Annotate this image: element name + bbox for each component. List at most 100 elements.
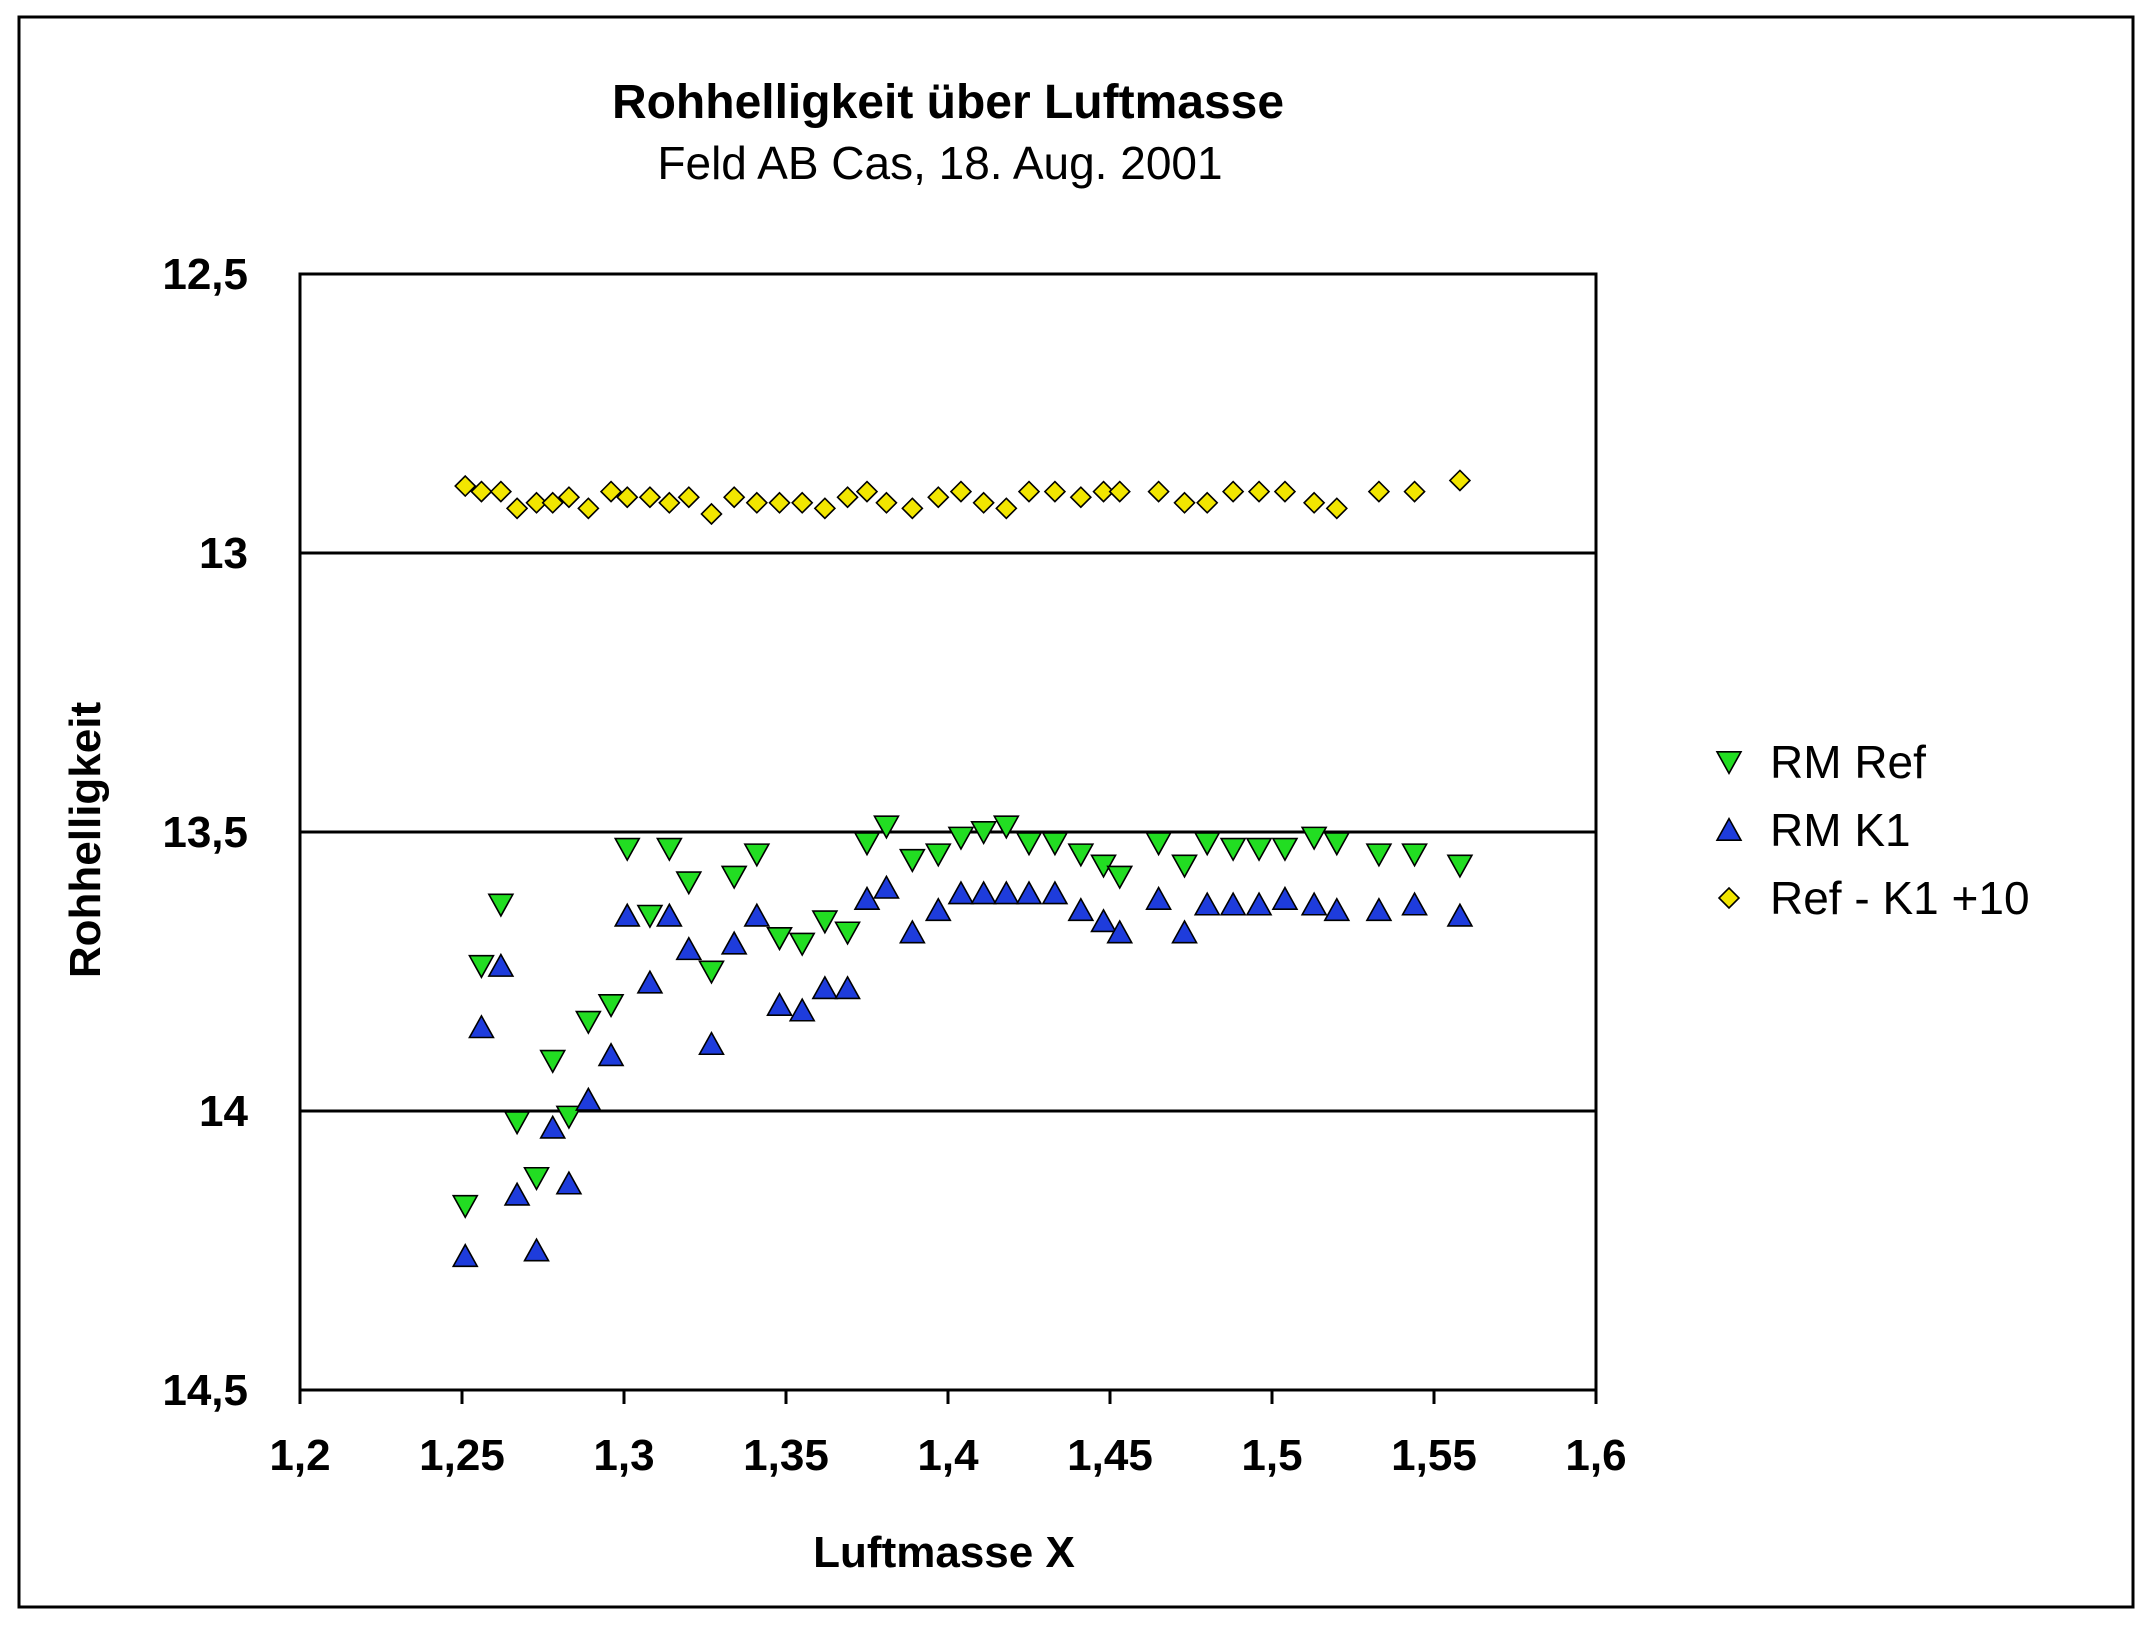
data-point	[1446, 902, 1474, 927]
data-point	[1106, 865, 1134, 890]
data-point	[811, 975, 839, 1000]
gridlines	[300, 551, 1596, 1113]
data-point	[1300, 891, 1328, 916]
y-tick-labels: 12,5 13 13,5 14 14,5	[162, 250, 248, 1415]
data-point	[539, 1114, 567, 1139]
data-point	[1323, 832, 1351, 857]
data-point	[766, 927, 793, 952]
data-point	[927, 486, 950, 509]
legend-label: RM Ref	[1770, 736, 1926, 788]
data-point	[1015, 832, 1043, 857]
data-point	[1367, 480, 1391, 503]
data-point	[1323, 897, 1351, 922]
data-point	[1193, 832, 1221, 857]
legend: RM Ref RM K1 Ref - K1 +10	[1715, 736, 2030, 924]
data-point	[1401, 843, 1428, 868]
data-point	[613, 902, 641, 927]
data-point	[970, 880, 997, 905]
data-point	[638, 486, 662, 509]
data-point	[1403, 480, 1426, 503]
data-point	[972, 491, 995, 514]
chart-subtitle: Feld AB Cas, 18. Aug. 2001	[657, 137, 1222, 189]
y-tick-label: 13,5	[162, 808, 248, 857]
data-point	[700, 502, 723, 526]
data-point	[675, 936, 703, 961]
y-tick-label: 14	[199, 1087, 248, 1136]
legend-marker	[1715, 750, 1743, 776]
data-point	[597, 1042, 625, 1067]
data-point	[949, 480, 973, 503]
x-tick-label: 1,5	[1241, 1431, 1302, 1480]
data-point	[1173, 491, 1196, 514]
data-point	[899, 848, 926, 873]
data-point	[1271, 885, 1299, 910]
data-point	[1365, 843, 1393, 868]
data-point	[1041, 880, 1069, 905]
data-point	[575, 1086, 602, 1111]
data-point	[1106, 919, 1134, 944]
data-point	[1219, 891, 1247, 916]
data-point	[698, 960, 725, 985]
data-point	[745, 491, 768, 514]
data-point	[523, 1166, 550, 1192]
legend-label: RM K1	[1770, 804, 1911, 856]
data-point	[503, 1181, 531, 1206]
x-tick-label: 1,55	[1391, 1431, 1477, 1480]
data-point	[768, 491, 791, 514]
data-point	[855, 480, 879, 503]
y-tick-label: 12,5	[162, 250, 248, 299]
data-point	[1041, 832, 1069, 857]
data-point	[487, 952, 515, 977]
data-point	[1015, 880, 1043, 905]
data-point	[1171, 854, 1198, 879]
data-point	[720, 865, 748, 890]
data-point	[1219, 837, 1247, 862]
data-point	[836, 486, 859, 509]
data-point	[995, 497, 1018, 520]
data-point	[1108, 480, 1131, 503]
data-point	[1247, 480, 1271, 503]
data-point	[788, 997, 816, 1022]
chart-title: Rohhelligkeit über Luftmasse	[612, 76, 1284, 129]
data-point	[505, 497, 529, 520]
data-point	[992, 880, 1020, 905]
data-point	[1302, 491, 1326, 514]
data-point	[636, 904, 664, 929]
data-point	[853, 832, 881, 857]
data-point	[1147, 480, 1170, 503]
x-tick-label: 1,35	[743, 1431, 829, 1480]
data-point	[1043, 480, 1067, 503]
x-tick-label: 1,25	[419, 1431, 505, 1480]
data-point	[853, 885, 881, 910]
data-point	[658, 491, 681, 514]
data-point	[597, 993, 625, 1019]
data-point	[557, 486, 581, 509]
data-point	[899, 919, 926, 944]
data-points	[451, 469, 1474, 1268]
data-point	[1273, 480, 1297, 503]
x-tick-label: 1,45	[1067, 1431, 1153, 1480]
data-point	[992, 815, 1020, 840]
data-point	[1448, 469, 1472, 492]
data-point	[1271, 837, 1299, 862]
data-point	[487, 893, 515, 918]
data-point	[834, 921, 861, 946]
data-point	[1446, 854, 1474, 879]
data-point	[1067, 897, 1095, 922]
data-point	[656, 837, 683, 862]
y-axis-label: Rohhelligkeit	[61, 702, 110, 979]
data-point	[599, 480, 623, 503]
data-point	[541, 491, 564, 514]
data-point	[454, 474, 477, 498]
data-point	[813, 497, 837, 520]
legend-marker	[1717, 886, 1741, 910]
data-point	[1245, 837, 1273, 862]
data-point	[1069, 486, 1092, 509]
data-point	[677, 486, 700, 509]
data-point	[723, 486, 746, 509]
data-point	[970, 820, 997, 846]
data-point	[468, 954, 495, 979]
data-point	[1325, 497, 1348, 520]
legend-marker	[1715, 816, 1743, 842]
